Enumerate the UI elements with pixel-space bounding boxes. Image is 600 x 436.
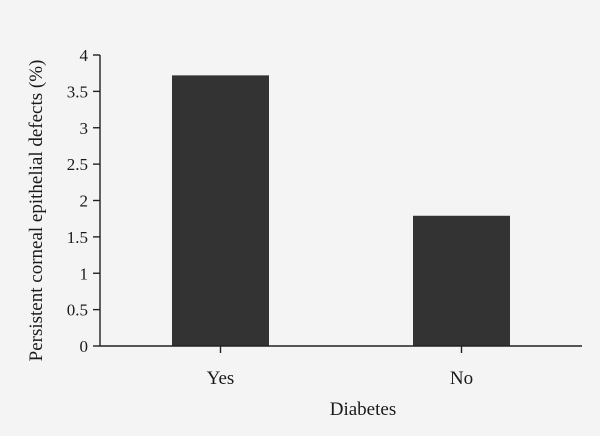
x-axis-title: Diabetes bbox=[330, 399, 396, 420]
x-category-label: Yes bbox=[207, 368, 235, 389]
y-tick-label: 1 bbox=[80, 264, 89, 283]
y-tick-label: 3 bbox=[80, 119, 89, 138]
y-tick-label: 1.5 bbox=[67, 228, 88, 247]
bar-yes bbox=[172, 75, 269, 347]
y-tick-label: 2.5 bbox=[67, 155, 88, 174]
y-axis-title: Persistent corneal epithelial defects (%… bbox=[26, 60, 47, 362]
y-tick-label: 4 bbox=[80, 46, 89, 65]
bar-no bbox=[413, 215, 510, 346]
bars-group bbox=[172, 75, 510, 347]
y-tick-label: 0.5 bbox=[67, 301, 88, 320]
y-tick-label: 0 bbox=[80, 337, 89, 356]
y-tick-label: 2 bbox=[80, 192, 89, 211]
x-category-label: No bbox=[450, 368, 473, 389]
x-tick-group: Yes No bbox=[207, 346, 473, 389]
y-tick-group: 0 0.5 1 1.5 2 2.5 3 3.5 4 bbox=[67, 46, 100, 356]
y-tick-label: 3.5 bbox=[67, 82, 88, 101]
